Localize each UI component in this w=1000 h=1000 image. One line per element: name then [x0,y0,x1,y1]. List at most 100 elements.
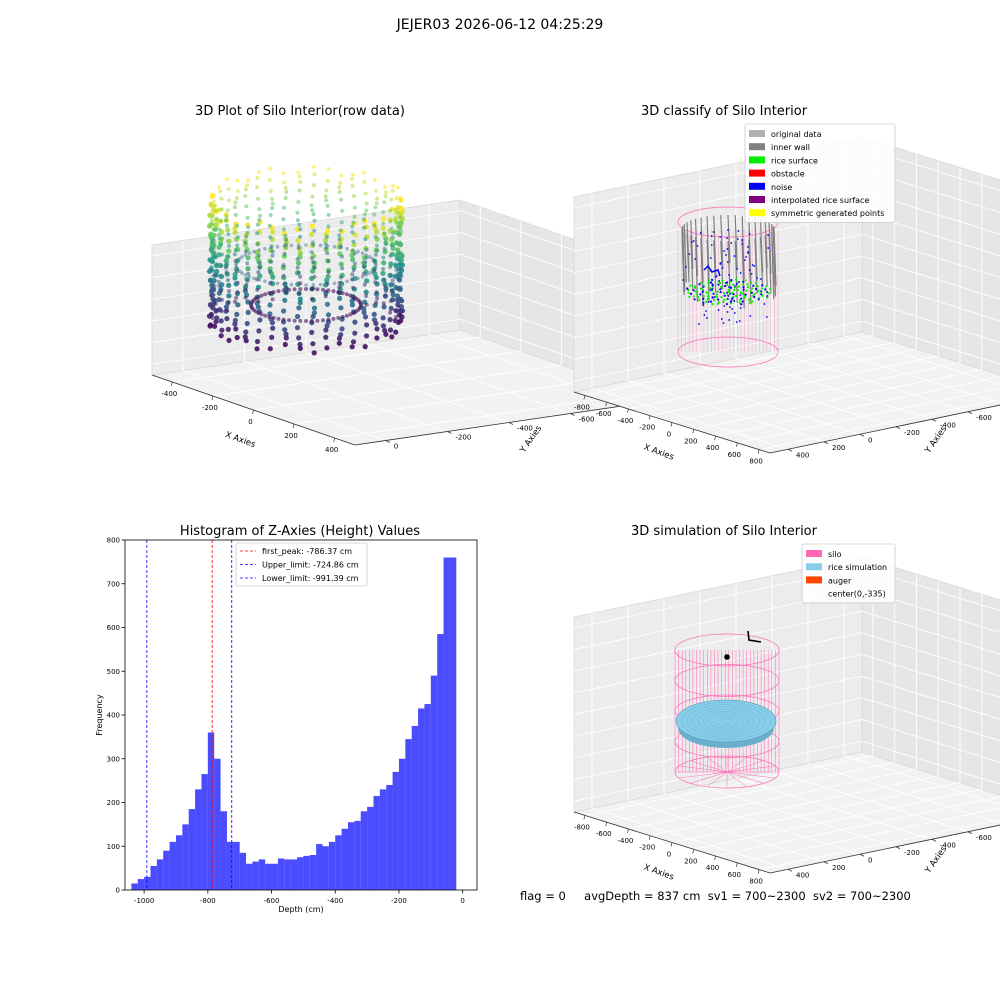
data-point [395,286,400,291]
y-grid-line [843,560,1000,805]
data-point [211,199,216,204]
noise-point [728,319,730,321]
histogram-bar [271,863,278,890]
data-point [360,275,365,279]
rice-mesh-line [697,709,755,733]
noise-point [767,247,770,249]
noise-point [730,279,733,282]
histogram-bar [392,771,399,891]
data-point [388,310,393,315]
data-point [393,297,398,302]
x-grid-line [628,573,917,830]
data-point [332,281,337,286]
x-tick [627,408,629,414]
inner-wall-points [681,227,685,296]
data-point [373,274,379,281]
data-point [234,261,239,265]
noise-point [722,322,725,324]
data-point [254,338,261,345]
data-point [214,315,220,321]
data-point [375,196,380,201]
rice-surface-point [712,298,716,302]
data-point [257,273,263,279]
x-tick-label: -800 [574,823,590,831]
data-point [225,208,230,213]
data-point [259,293,264,298]
data-point [351,239,356,244]
data-point [212,193,216,198]
data-point [375,296,380,301]
data-point [243,273,248,277]
inner-wall-points [706,239,710,302]
data-point [326,270,331,275]
data-point [324,188,329,193]
noise-point [701,290,704,293]
data-point [382,277,387,282]
rice-surface-point [705,291,708,294]
histogram-bar [309,855,317,890]
data-point [368,255,372,259]
noise-point [737,230,740,232]
rice-surface-point [744,279,747,282]
data-point [311,164,316,169]
data-point [382,185,387,189]
x-tick [605,402,608,407]
data-point [263,247,267,251]
data-point [311,183,316,188]
data-point [383,190,388,195]
data-point [209,311,214,316]
x-grid-line [737,807,1000,864]
data-point [390,188,395,193]
data-point [243,187,248,192]
data-point [382,200,387,205]
noise-point [692,240,695,242]
rice-surface-point [716,302,719,305]
y-tick [931,418,937,422]
noise-point [717,298,720,301]
data-point [311,305,318,311]
noise-point [748,233,751,235]
z-grid-line [573,740,1000,802]
x-grid-line [253,235,562,411]
x-tick-label: 0 [460,897,464,905]
noise-point [712,231,715,233]
data-point [324,235,329,239]
data-point [209,218,214,223]
noise-point [730,242,733,244]
rice-surface-point [735,294,738,298]
data-point [364,255,369,260]
noise-point [740,303,743,306]
x-grid-line [715,376,1000,437]
data-point [235,235,240,240]
noise-point [751,264,754,266]
rice-surface-point [706,298,709,301]
x-tick [170,381,173,387]
data-point [270,325,276,331]
y-grid-line [243,231,448,432]
rice-surface-point [733,288,736,292]
x-tick-label: 400 [706,864,719,872]
data-point [232,229,238,235]
data-point [338,275,343,280]
y-tick-label: 0 [868,436,872,444]
data-point [364,278,370,284]
data-point [396,205,401,210]
data-point [282,180,287,185]
noise-point [713,296,716,298]
y-grid-line [807,568,1000,824]
noise-point [720,318,723,320]
data-point [326,224,331,229]
y-tick [859,853,865,857]
data-point [337,185,342,190]
noise-point [742,280,745,283]
data-point [297,174,302,179]
x-grid-line [584,560,874,816]
x-grid-line [693,174,983,430]
data-point [243,287,248,292]
y-tick-label: 400 [107,712,120,720]
data-point [362,344,368,350]
data-point [331,289,336,294]
data-point [370,269,375,274]
data-point [214,208,219,213]
inner-wall-points [694,218,699,276]
